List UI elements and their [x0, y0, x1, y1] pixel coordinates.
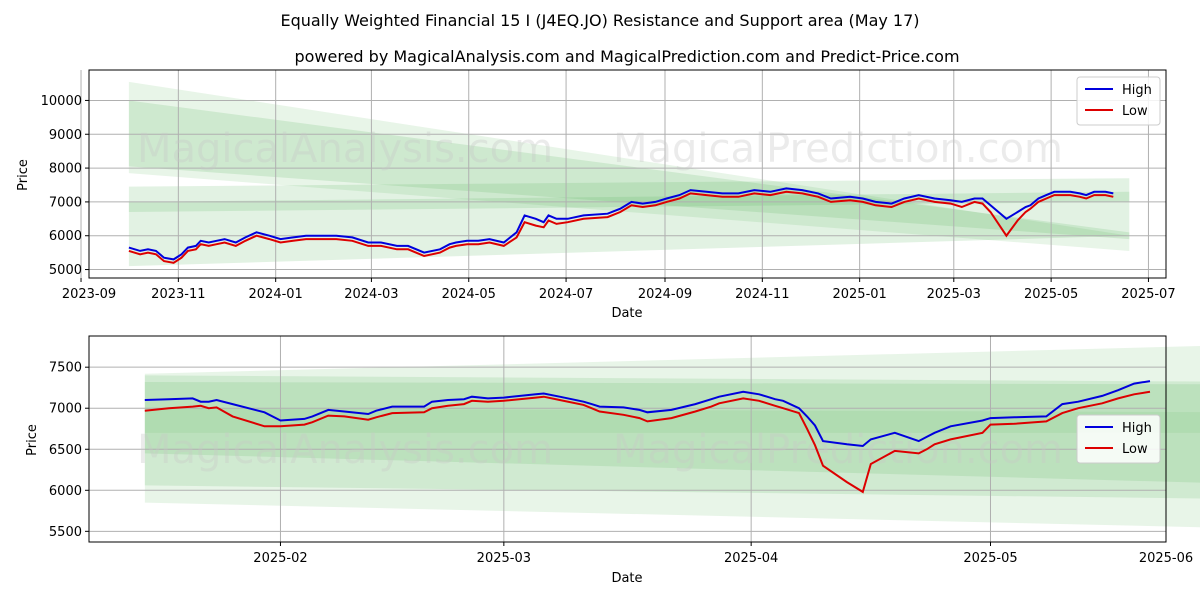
top-x-tick-label: 2024-03 — [344, 287, 398, 302]
top-x-tick-label: 2023-11 — [151, 287, 205, 302]
top-y-tick-label: 8000 — [49, 162, 82, 177]
watermark-prediction-bottom: MagicalPrediction.com — [613, 427, 1063, 473]
watermark-analysis-bottom: MagicalAnalysis.com — [137, 427, 553, 473]
top-legend-high-label: High — [1122, 83, 1152, 98]
bottom-x-axis-label: Date — [611, 571, 642, 586]
top-x-axis-label: Date — [611, 306, 642, 321]
bottom-plot: MagicalAnalysis.com MagicalPrediction.co… — [25, 335, 1200, 586]
bottom-band-1 — [144, 381, 1200, 499]
top-x-tick-label: 2024-09 — [638, 287, 692, 302]
bottom-legend: High Low — [1076, 414, 1161, 464]
top-band-0 — [128, 81, 1130, 251]
bottom-axis-ticks: 5500 6000 6500 7000 7500 2025-02 2025-03 2025-0… — [49, 361, 1193, 566]
top-low-line — [128, 190, 1114, 264]
top-support-resistance-bands — [128, 81, 1130, 267]
bottom-band-2 — [144, 375, 1200, 483]
top-legend: High Low — [1076, 76, 1161, 126]
bottom-support-resistance-bands — [144, 346, 1200, 528]
bottom-y-tick-label: 7000 — [49, 402, 82, 417]
bottom-band-0 — [144, 346, 1200, 528]
top-axis-ticks: 5000 6000 7000 8000 9000 10000 2023-09 2023-11 2… — [41, 94, 1176, 302]
bottom-legend-high-label: High — [1122, 421, 1152, 436]
top-plot: MagicalAnalysis.com MagicalPrediction.co… — [16, 69, 1176, 321]
bottom-band-3 — [144, 408, 1200, 433]
chart-subtitle: powered by MagicalAnalysis.com and Magic… — [294, 47, 959, 66]
top-high-line — [128, 187, 1114, 261]
top-band-2 — [128, 178, 1130, 213]
top-y-tick-label: 9000 — [49, 128, 82, 143]
top-grid — [80, 70, 1166, 278]
bottom-y-tick-label: 6000 — [49, 484, 82, 499]
bottom-x-tick-label: 2025-05 — [963, 551, 1017, 566]
bottom-x-tick-label: 2025-06 — [1139, 551, 1193, 566]
top-x-tick-label: 2024-05 — [442, 287, 496, 302]
bottom-low-line — [144, 390, 1151, 494]
top-y-tick-label: 10000 — [41, 94, 82, 109]
bottom-grid — [89, 336, 1166, 542]
chart-title: Equally Weighted Financial 15 I (J4EQ.JO… — [280, 11, 919, 30]
bottom-x-tick-label: 2025-02 — [253, 551, 307, 566]
top-y-tick-label: 6000 — [49, 229, 82, 244]
top-legend-low-label: Low — [1122, 104, 1148, 119]
top-x-tick-label: 2024-01 — [249, 287, 303, 302]
top-x-tick-label: 2025-03 — [927, 287, 981, 302]
top-plot-frame — [88, 69, 1167, 279]
top-x-tick-label: 2023-09 — [62, 287, 116, 302]
bottom-x-tick-label: 2025-04 — [724, 551, 778, 566]
top-x-tick-label: 2025-01 — [832, 287, 886, 302]
top-x-tick-label: 2024-11 — [735, 287, 789, 302]
watermark-analysis-top: MagicalAnalysis.com — [137, 126, 553, 172]
top-x-tick-label: 2025-07 — [1121, 287, 1175, 302]
bottom-y-tick-label: 5500 — [49, 525, 82, 540]
top-x-tick-label: 2025-05 — [1024, 287, 1078, 302]
watermark-prediction-top: MagicalPrediction.com — [613, 126, 1063, 172]
bottom-legend-low-label: Low — [1122, 442, 1148, 457]
bottom-y-tick-label: 7500 — [49, 361, 82, 376]
bottom-y-tick-label: 6500 — [49, 443, 82, 458]
bottom-plot-frame — [88, 335, 1167, 543]
top-y-tick-label: 5000 — [49, 263, 82, 278]
bottom-x-tick-label: 2025-03 — [477, 551, 531, 566]
bottom-high-line — [144, 380, 1151, 448]
top-x-tick-label: 2024-07 — [539, 287, 593, 302]
top-y-tick-label: 7000 — [49, 195, 82, 210]
bottom-y-axis-label: Price — [25, 424, 40, 456]
top-y-axis-label: Price — [16, 159, 31, 191]
top-band-3 — [128, 191, 1130, 267]
top-band-1 — [128, 100, 1130, 240]
